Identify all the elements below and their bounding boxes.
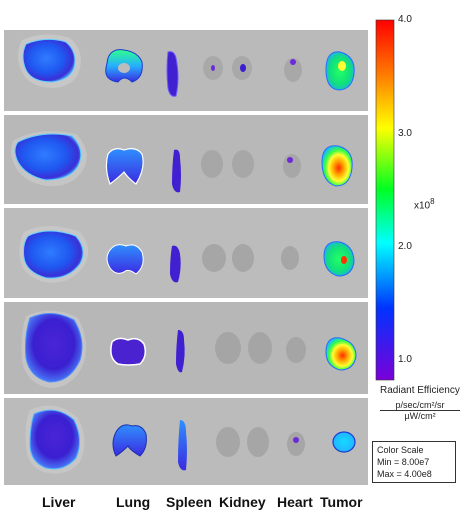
- panel-4-organs: [21, 310, 357, 388]
- tumor-signal: [325, 337, 357, 371]
- liver-signal: [25, 313, 83, 383]
- liver-signal: [14, 133, 82, 181]
- color-bar-max-label: 4.0: [398, 14, 412, 25]
- label-liver: Liver: [42, 494, 76, 510]
- label-heart: Heart: [277, 494, 313, 510]
- color-bar-units: p/sec/cm²/sr µW/cm²: [380, 400, 460, 421]
- color-bar-title: Radiant Efficiency: [380, 385, 460, 396]
- label-tumor: Tumor: [320, 494, 363, 510]
- lung-signal: [110, 337, 147, 366]
- spleen-signal: [176, 330, 185, 373]
- units-numerator: p/sec/cm²/sr: [380, 400, 460, 411]
- heart-signal: [290, 59, 296, 65]
- spleen-signal: [178, 420, 187, 471]
- kidney-left-signal: [211, 65, 215, 71]
- panel-1-organs: [18, 34, 355, 97]
- liver-signal: [23, 230, 84, 279]
- spleen-signal: [172, 149, 181, 193]
- liver-signal: [29, 409, 80, 470]
- lung-center: [118, 63, 130, 73]
- tumor-signal: [323, 241, 355, 277]
- lung-signal: [112, 424, 147, 457]
- tumor-signal: [325, 51, 355, 91]
- panel-5-organs: [25, 405, 356, 474]
- heart-signal: [287, 157, 293, 163]
- lung-signal: [105, 148, 144, 185]
- color-bar-multiplier: x108: [414, 197, 435, 212]
- color-scale-min: Min = 8.00e7: [377, 457, 430, 467]
- liver-signal: [22, 38, 76, 83]
- units-denominator: µW/cm²: [404, 411, 436, 421]
- color-bar-tick-2: 2.0: [398, 241, 412, 252]
- kidney-right-signal: [240, 64, 246, 72]
- lung-signal: [106, 244, 144, 275]
- color-scale-box: Color Scale Min = 8.00e7 Max = 4.00e8: [372, 441, 456, 483]
- heart-tissue: [284, 58, 302, 82]
- color-scale-title: Color Scale: [377, 445, 424, 455]
- tumor-signal: [321, 145, 353, 187]
- label-spleen: Spleen: [166, 494, 212, 510]
- label-lung: Lung: [116, 494, 151, 510]
- color-bar-tick-1: 1.0: [398, 354, 412, 365]
- color-scale-max: Max = 4.00e8: [377, 469, 432, 479]
- panel-2-organs: [11, 131, 353, 193]
- color-bar: [375, 19, 395, 381]
- spleen-signal: [166, 51, 179, 97]
- label-kidney: Kidney: [219, 494, 266, 510]
- spleen-signal: [170, 245, 181, 283]
- panel-3-organs: [19, 226, 355, 283]
- color-bar-tick-3: 3.0: [398, 128, 412, 139]
- heart-signal: [293, 437, 299, 443]
- tumor-signal: [332, 431, 356, 453]
